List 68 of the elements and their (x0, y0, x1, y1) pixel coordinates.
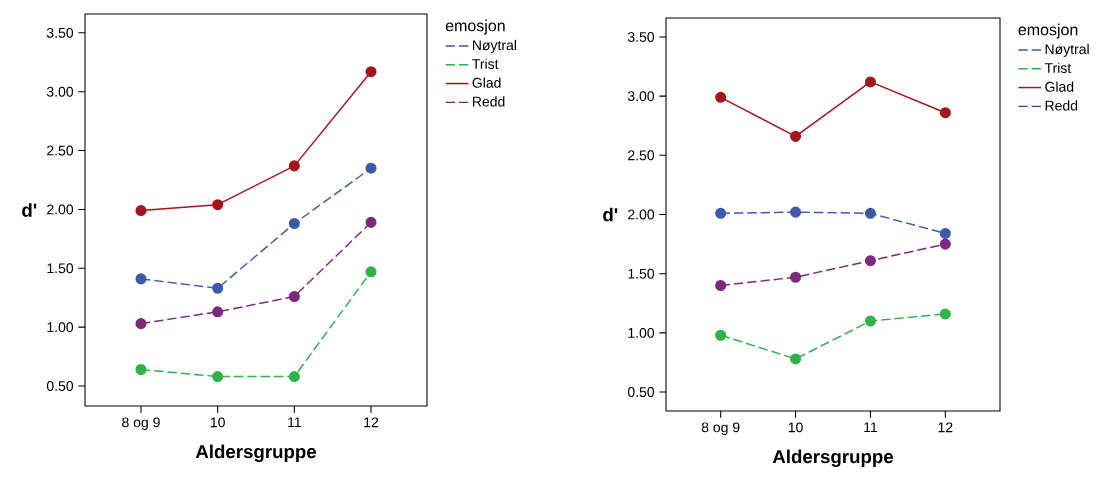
point (790, 271, 802, 283)
y-tick-label: 3.50 (46, 27, 74, 38)
point (212, 199, 224, 211)
point (790, 130, 802, 142)
point (715, 329, 727, 341)
x-tick-label: 8 og 9 (122, 417, 160, 431)
point (939, 238, 951, 250)
legend-title: emosjon (445, 19, 505, 35)
y-tick-label: 1.50 (628, 268, 655, 279)
y-axis-title: d' (603, 207, 618, 222)
x-tick-label: 11 (864, 422, 878, 433)
legend-label: Redd (1045, 100, 1078, 111)
x-tick-label: 12 (364, 417, 379, 428)
legend-label: Glad (1045, 81, 1074, 92)
y-tick-label: 1.50 (47, 263, 74, 274)
legend-label: Glad (472, 77, 501, 88)
point (212, 371, 224, 383)
point (715, 91, 727, 103)
legend-label: Trist (472, 58, 499, 69)
y-tick-label: 2.50 (47, 145, 74, 156)
legend-label: Redd (472, 96, 505, 107)
point (212, 282, 224, 294)
point (365, 66, 377, 78)
x-tick-label: 10 (788, 422, 803, 433)
point (212, 306, 224, 318)
point (715, 207, 727, 219)
y-tick-label: 0.50 (46, 381, 74, 391)
point (135, 363, 147, 376)
legend-label: Nøytral (472, 39, 517, 53)
point (288, 218, 300, 230)
point (135, 318, 147, 330)
point (790, 206, 802, 218)
x-tick-label: 8 og 9 (701, 422, 740, 436)
x-tick-label: 11 (288, 417, 301, 428)
y-tick-label: 3.50 (627, 31, 655, 42)
point (864, 207, 876, 219)
point (135, 273, 147, 285)
point (939, 308, 951, 320)
y-tick-label: 1.00 (47, 322, 74, 333)
point (288, 371, 300, 383)
x-tick-label: 10 (210, 417, 225, 428)
x-axis-title: Aldersgruppe (195, 444, 317, 463)
x-axis-title: Aldersgruppe (772, 449, 894, 468)
point (135, 205, 147, 217)
y-tick-label: 2.50 (628, 150, 655, 161)
point (864, 315, 876, 327)
point (790, 353, 802, 365)
legend-title: emosjon (1018, 23, 1078, 39)
point (288, 160, 300, 172)
y-tick-label: 1.00 (628, 327, 655, 338)
point (715, 279, 727, 292)
point (365, 162, 377, 174)
point (288, 290, 300, 303)
y-tick-label: 2.00 (628, 209, 655, 220)
x-tick-label: 12 (938, 422, 953, 433)
point (939, 107, 951, 119)
y-tick-label: 2.00 (47, 204, 74, 215)
point (939, 227, 951, 239)
y-axis-title: d' (22, 203, 37, 217)
legend-label: Trist (1044, 62, 1072, 73)
point (365, 216, 377, 228)
point (365, 266, 377, 278)
point (864, 255, 876, 267)
y-tick-label: 3.00 (627, 91, 655, 102)
legend-label: Nøytral (1045, 43, 1089, 57)
point (864, 76, 876, 88)
y-tick-label: 3.00 (46, 86, 74, 97)
y-tick-label: 0.50 (627, 387, 655, 398)
